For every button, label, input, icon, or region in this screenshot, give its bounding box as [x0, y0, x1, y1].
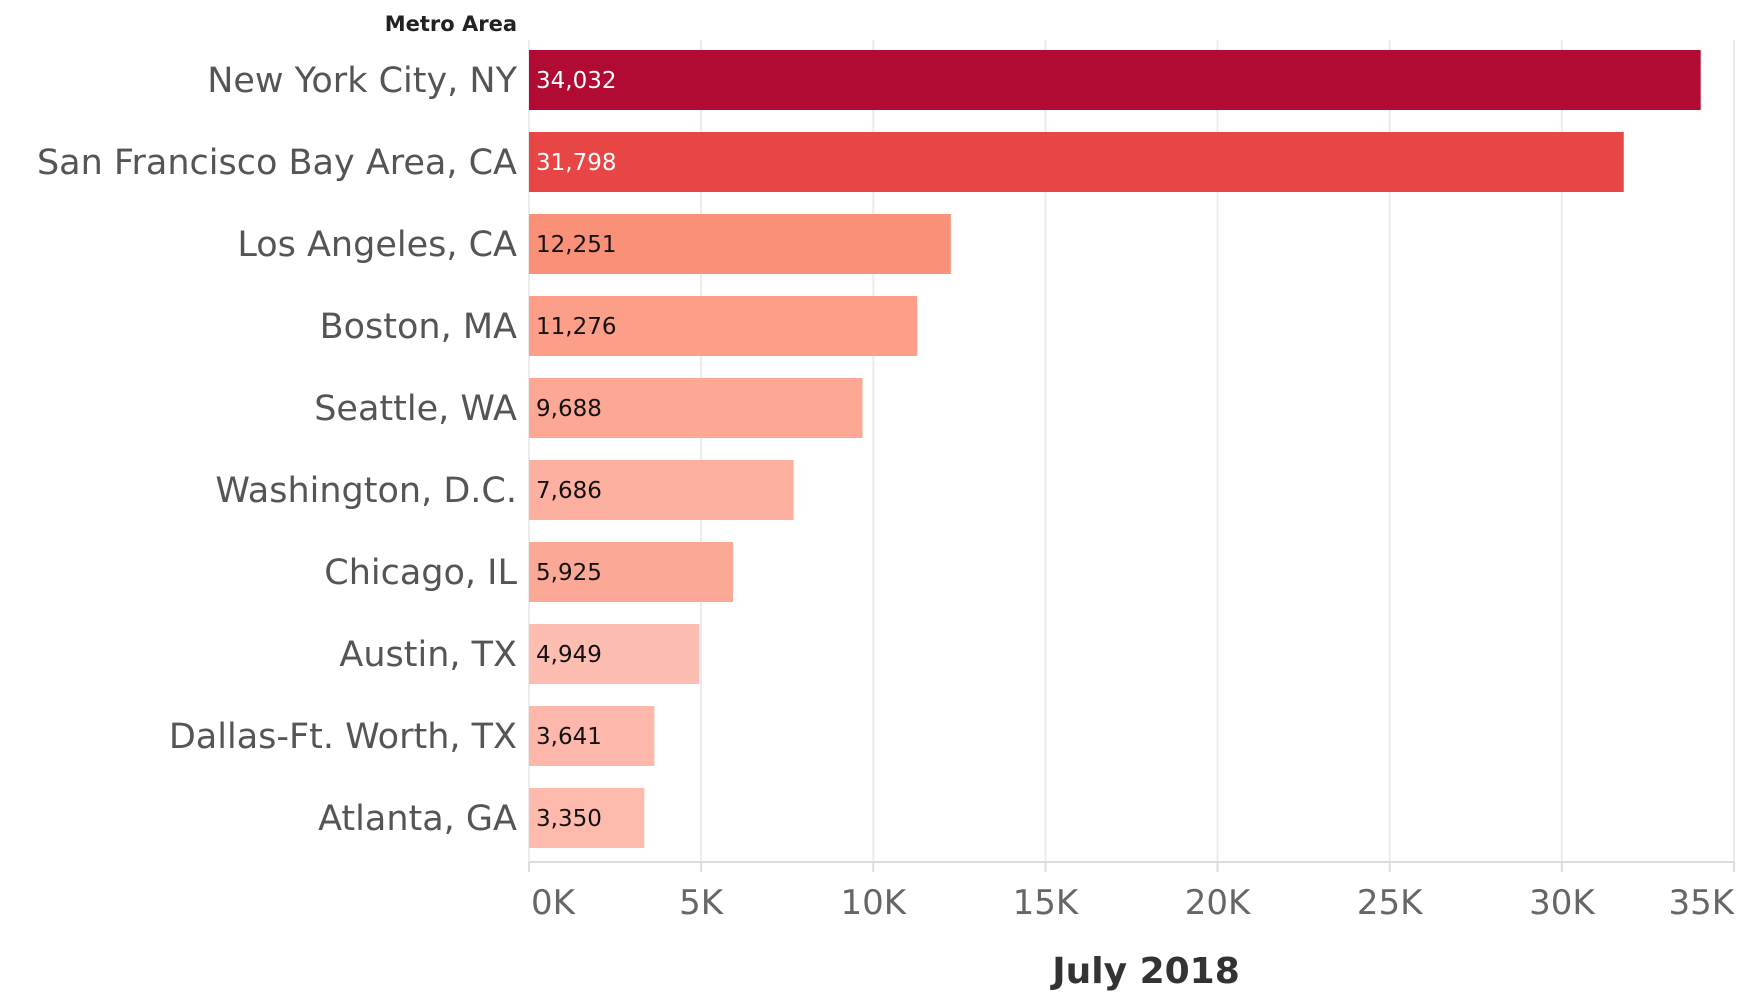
bar [529, 50, 1701, 110]
x-tick-label: 30K [1529, 883, 1596, 923]
x-axis-ticks: 0K 5K 10K 15K 20K 25K 30K 35K [528, 861, 1736, 923]
x-axis-title: July 2018 [1049, 951, 1240, 992]
category-label: Chicago, IL [324, 553, 517, 593]
category-label: Washington, D.C. [215, 471, 517, 511]
category-label: Seattle, WA [314, 389, 517, 429]
bar-value-label: 12,251 [536, 232, 616, 258]
bar-value-label: 9,688 [536, 396, 602, 422]
bar [529, 214, 951, 274]
x-tick-label: 5K [679, 883, 725, 923]
x-tick-label: 20K [1185, 883, 1252, 923]
bar-value-label: 11,276 [536, 314, 616, 340]
x-tick-label: 10K [841, 883, 908, 923]
bar [529, 706, 655, 766]
x-tick-label: 35K [1668, 883, 1735, 923]
category-label: Boston, MA [320, 307, 517, 347]
x-tick-label: 25K [1357, 883, 1424, 923]
category-label: Atlanta, GA [318, 799, 517, 839]
bar [529, 624, 700, 684]
x-tick-label: 15K [1013, 883, 1080, 923]
bar-value-label: 5,925 [536, 560, 602, 586]
bar [529, 378, 863, 438]
bar [529, 132, 1624, 192]
bar-value-label: 4,949 [536, 642, 602, 668]
category-label: San Francisco Bay Area, CA [37, 143, 517, 183]
bar [529, 542, 733, 602]
bar-value-label: 34,032 [536, 68, 616, 94]
bar [529, 460, 794, 520]
bars: 34,032 31,798 12,251 11,276 9,688 7,686 5,925 4… [529, 50, 1701, 848]
category-label: New York City, NY [207, 61, 517, 101]
x-tick-label: 0K [531, 883, 577, 923]
bar [529, 296, 918, 356]
bar-value-label: 31,798 [536, 150, 616, 176]
row-header: Metro Area [385, 12, 517, 36]
category-label: Los Angeles, CA [237, 225, 517, 265]
bar-value-label: 7,686 [536, 478, 602, 504]
bar-value-label: 3,641 [536, 724, 602, 750]
category-label: Dallas-Ft. Worth, TX [169, 717, 517, 757]
bar [529, 788, 645, 848]
bar-value-label: 3,350 [536, 806, 602, 832]
category-labels: New York City, NY San Francisco Bay Area,… [37, 61, 518, 839]
category-label: Austin, TX [339, 635, 517, 675]
